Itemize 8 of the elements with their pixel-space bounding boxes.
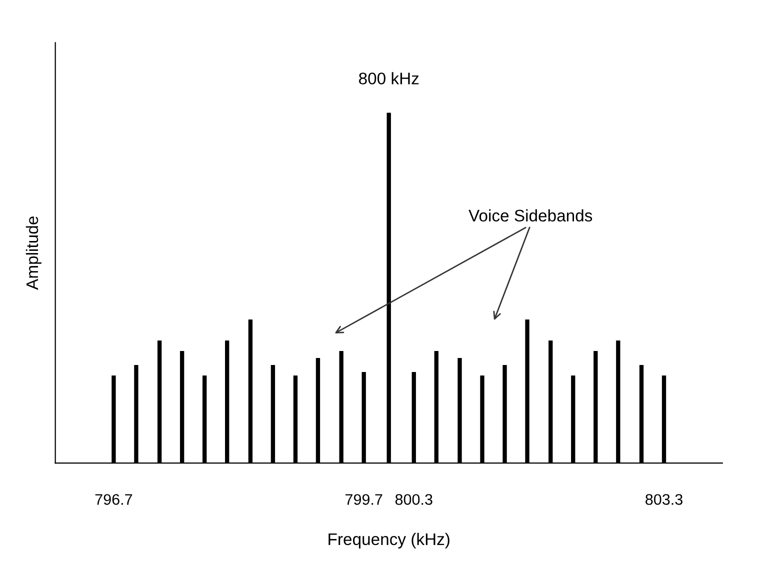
y-axis-title: Amplitude (26, 216, 42, 290)
x-tick-label: 800.3 (395, 494, 432, 505)
x-axis-title: Frequency (kHz) (328, 532, 450, 548)
x-tick-label: 799.7 (346, 494, 382, 505)
annotation: 800 kHz (359, 72, 419, 84)
annotation: Voice Sidebands (468, 209, 592, 222)
x-tick-label: 803.3 (646, 494, 682, 505)
x-tick-label: 796.7 (95, 494, 132, 505)
